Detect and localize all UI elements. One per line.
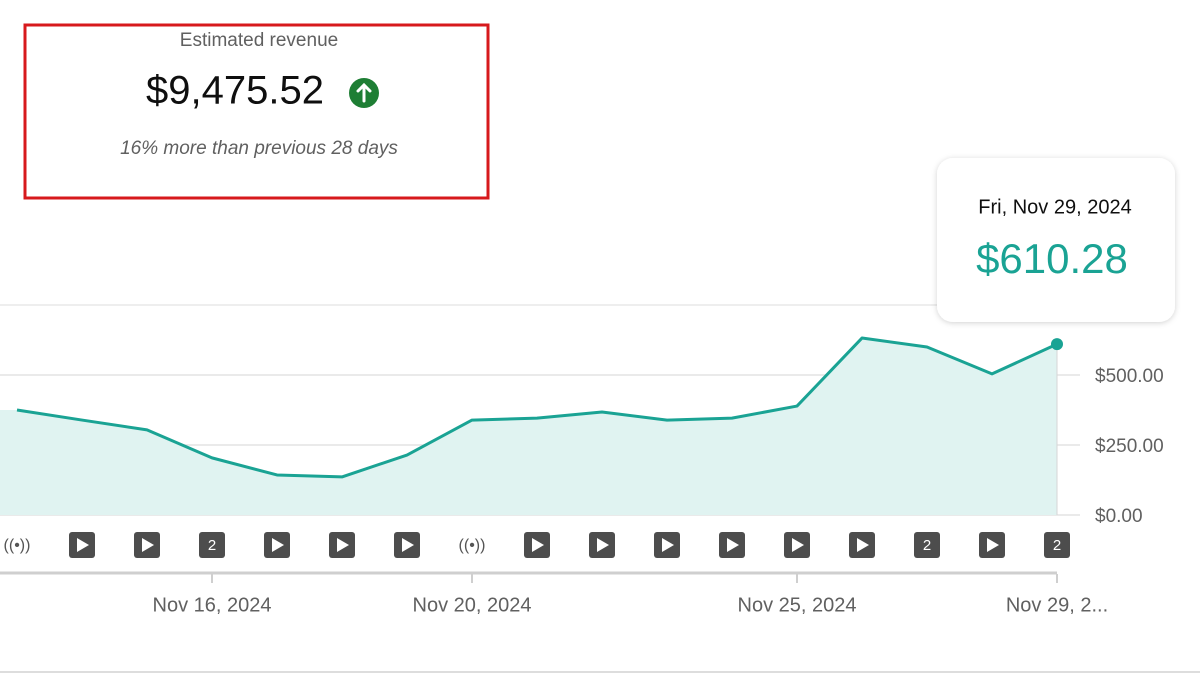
play-glyph	[792, 538, 804, 552]
x-tick-label: Nov 25, 2024	[738, 594, 857, 616]
marker-label: 2	[208, 537, 216, 554]
play-glyph	[987, 538, 999, 552]
play-glyph	[402, 538, 414, 552]
play-glyph	[142, 538, 154, 552]
marker-label: 2	[923, 537, 931, 554]
play-glyph	[337, 538, 349, 552]
y-tick-label: $250.00	[1095, 436, 1164, 457]
series-line	[16, 336, 1058, 479]
play-glyph	[597, 538, 609, 552]
summary-total: $9,475.52	[146, 69, 324, 113]
summary-label: Estimated revenue	[180, 30, 338, 51]
play-glyph	[857, 538, 869, 552]
plot: $0.00 $250.00 $500.00 ((•)) 2 ((•)) 2 2 Nov 16, …	[0, 336, 1164, 616]
y-tick-label: $500.00	[1095, 366, 1164, 387]
tooltip-value: $610.28	[976, 235, 1128, 282]
x-tick-label: Nov 16, 2024	[153, 594, 272, 616]
summary-comparison: 16% more than previous 28 days	[120, 138, 398, 159]
play-glyph	[727, 538, 739, 552]
play-glyph	[662, 538, 674, 552]
play-glyph	[77, 538, 89, 552]
multi-video-icon	[1044, 532, 1070, 558]
tooltip	[937, 158, 1175, 322]
marker-label: ((•))	[459, 537, 486, 554]
highlight-point	[1051, 338, 1063, 351]
highlight-box	[23, 23, 490, 200]
y-tick-label: $0.00	[1095, 506, 1143, 527]
tooltip-date: Fri, Nov 29, 2024	[978, 196, 1131, 218]
multi-video-icon	[199, 532, 225, 558]
x-tick-label: Nov 20, 2024	[413, 594, 532, 616]
marker-label: ((•))	[4, 537, 31, 554]
area	[0, 338, 1057, 515]
up-arrow	[356, 82, 372, 103]
play-glyph	[272, 538, 284, 552]
play-glyph	[532, 538, 544, 552]
multi-video-icon	[914, 532, 940, 558]
marker-label: 2	[1053, 537, 1061, 554]
x-tick-label: Nov 29, 2...	[1006, 594, 1108, 616]
